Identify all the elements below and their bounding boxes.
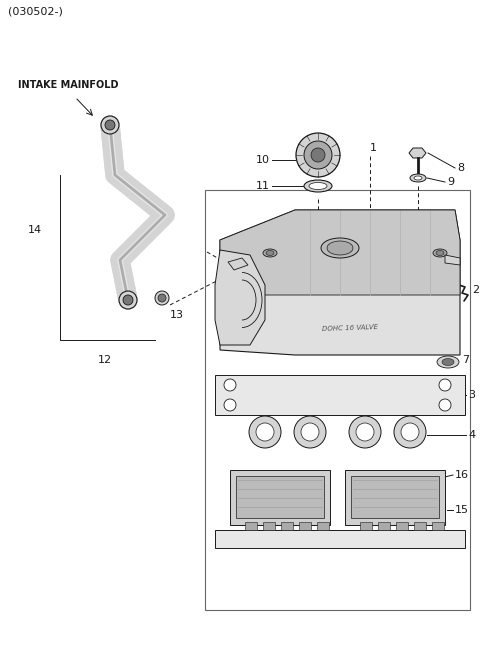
Circle shape	[439, 379, 451, 391]
Text: 3: 3	[468, 390, 475, 400]
Polygon shape	[445, 255, 460, 265]
Circle shape	[356, 423, 374, 441]
Text: 12: 12	[98, 355, 112, 365]
Ellipse shape	[304, 180, 332, 192]
Circle shape	[439, 399, 451, 411]
Bar	[215, 375, 465, 415]
Polygon shape	[220, 210, 460, 295]
Ellipse shape	[309, 182, 327, 190]
Text: DOHC 16 VALVE: DOHC 16 VALVE	[322, 324, 378, 332]
Bar	[378, 522, 390, 530]
Ellipse shape	[410, 174, 426, 182]
Circle shape	[301, 423, 319, 441]
Circle shape	[256, 423, 274, 441]
Circle shape	[249, 416, 281, 448]
Bar	[432, 522, 444, 530]
Polygon shape	[215, 250, 265, 345]
Ellipse shape	[266, 250, 274, 256]
Ellipse shape	[442, 358, 454, 366]
Polygon shape	[228, 258, 248, 270]
Circle shape	[101, 116, 119, 134]
Ellipse shape	[437, 356, 459, 368]
Polygon shape	[409, 148, 426, 158]
Polygon shape	[220, 210, 460, 355]
Bar	[205, 190, 470, 610]
Ellipse shape	[433, 249, 447, 257]
Bar	[281, 522, 293, 530]
Text: INTAKE MAINFOLD: INTAKE MAINFOLD	[18, 80, 119, 90]
Bar	[263, 522, 275, 530]
Text: 9: 9	[447, 177, 454, 187]
Text: 7: 7	[462, 355, 469, 365]
Bar	[351, 476, 439, 518]
Circle shape	[296, 133, 340, 177]
Bar	[317, 522, 329, 530]
Circle shape	[394, 416, 426, 448]
Bar	[414, 522, 426, 530]
Text: 16: 16	[455, 470, 469, 480]
Bar	[345, 470, 445, 525]
Bar	[245, 522, 257, 530]
Circle shape	[155, 291, 169, 305]
Bar	[236, 476, 324, 518]
Circle shape	[349, 416, 381, 448]
Bar	[230, 470, 330, 525]
Ellipse shape	[321, 238, 359, 258]
Bar	[360, 522, 372, 530]
Circle shape	[123, 295, 133, 305]
Bar	[299, 522, 311, 530]
Text: 13: 13	[170, 310, 184, 320]
Circle shape	[401, 423, 419, 441]
Circle shape	[224, 399, 236, 411]
Bar	[396, 522, 408, 530]
Text: 8: 8	[457, 163, 464, 173]
Text: 4: 4	[468, 430, 475, 440]
Text: (030502-): (030502-)	[8, 7, 63, 17]
Circle shape	[224, 379, 236, 391]
Bar	[215, 530, 465, 548]
Text: 5: 5	[218, 253, 225, 263]
Text: 1: 1	[370, 143, 377, 153]
Circle shape	[304, 141, 332, 169]
Circle shape	[158, 294, 166, 302]
Text: 14: 14	[28, 225, 42, 235]
Ellipse shape	[327, 241, 353, 255]
Circle shape	[294, 416, 326, 448]
Text: 11: 11	[256, 181, 270, 191]
Text: 10: 10	[256, 155, 270, 165]
Ellipse shape	[414, 176, 422, 180]
Circle shape	[105, 120, 115, 130]
Circle shape	[119, 291, 137, 309]
Ellipse shape	[436, 250, 444, 256]
Text: 15: 15	[455, 505, 469, 515]
Circle shape	[311, 148, 325, 162]
Text: 2: 2	[472, 285, 479, 295]
Ellipse shape	[263, 249, 277, 257]
